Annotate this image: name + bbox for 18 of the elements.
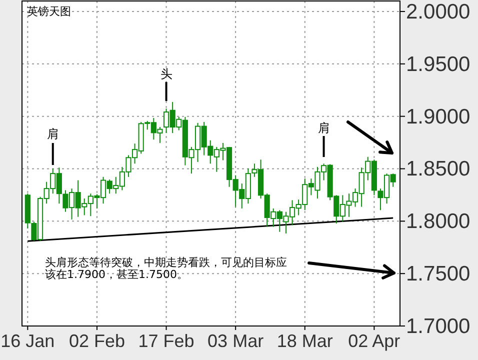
x-tick-label: 02 Feb xyxy=(68,331,125,351)
x-tick-label: 18 Mar xyxy=(276,331,333,351)
annotation: 肩 xyxy=(318,121,330,135)
x-tick-label: 17 Feb xyxy=(138,331,194,351)
y-tick-label: 2.0000 xyxy=(406,0,470,24)
x-tick-label: 16 Jan xyxy=(0,331,55,351)
annotation: 头 xyxy=(160,67,172,81)
y-tick-label: 1.7500 xyxy=(406,262,470,286)
x-tick-label: 03 Mar xyxy=(208,331,264,351)
annotation: 头肩形态等待突破，中期走势看跌，可见的目标应该在1.7900，甚至1.7500。 xyxy=(45,256,288,281)
y-tick-label: 1.8500 xyxy=(406,158,470,181)
annotation: 肩 xyxy=(46,127,59,141)
y-tick-label: 1.9500 xyxy=(406,52,470,76)
chart-title: 英镑天图 xyxy=(27,5,71,18)
y-tick-label: 1.8000 xyxy=(406,210,470,234)
y-tick-label: 1.9000 xyxy=(406,105,470,128)
x-tick-label: 02 Apr xyxy=(348,331,400,351)
y-tick-label: 1.7000 xyxy=(406,315,470,338)
